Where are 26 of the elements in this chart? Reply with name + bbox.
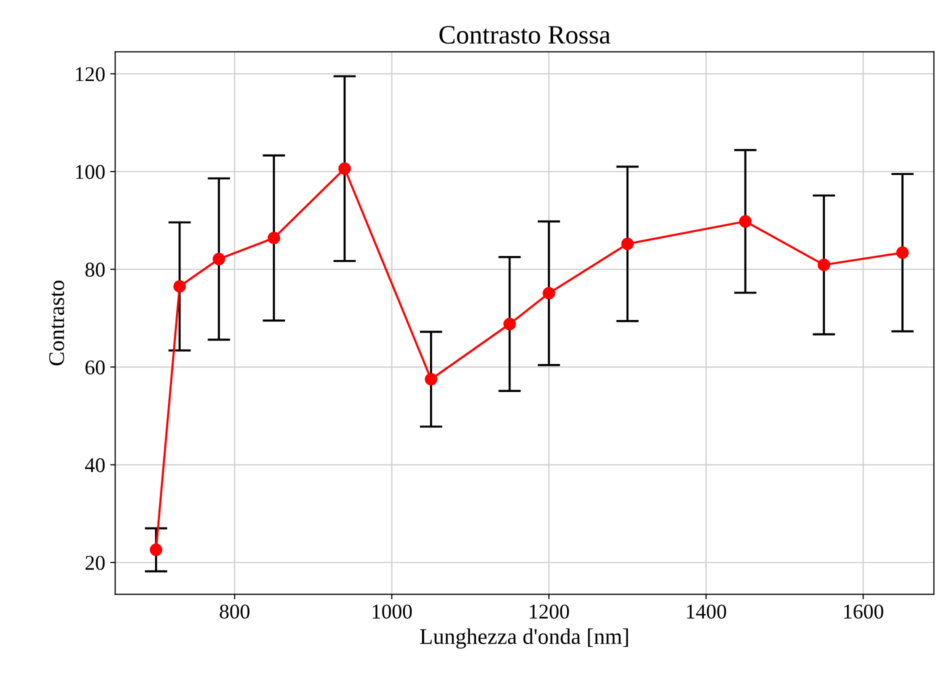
point	[338, 162, 351, 175]
x-tick-label: 1200	[530, 604, 569, 619]
point	[173, 280, 186, 293]
point	[896, 246, 909, 259]
y-tick-label: 40	[85, 458, 105, 472]
y-tick-label: 120	[76, 67, 105, 82]
y-axis-title: Contrasto	[49, 280, 64, 366]
point	[268, 232, 280, 244]
y-tick-label: 100	[76, 164, 105, 179]
y-tick-label: 60	[86, 360, 105, 374]
y-tick-label: 80	[85, 262, 105, 277]
x-tick-label: 1000	[372, 604, 412, 619]
x-tick-label: 1600	[844, 604, 884, 619]
point	[739, 215, 752, 228]
x-tick-label: 1400	[687, 604, 726, 619]
chart-title: Contrasto Rossa	[440, 26, 610, 44]
point	[621, 238, 634, 250]
x-tick-label: 800	[220, 604, 250, 619]
point	[542, 286, 556, 300]
x-axis-title: Lunghezza d'onda [nm]	[420, 628, 628, 649]
point	[150, 544, 162, 556]
point	[424, 372, 438, 386]
y-tick-label: 20	[86, 556, 105, 570]
point	[212, 252, 226, 266]
point	[503, 318, 516, 330]
point	[818, 258, 830, 272]
